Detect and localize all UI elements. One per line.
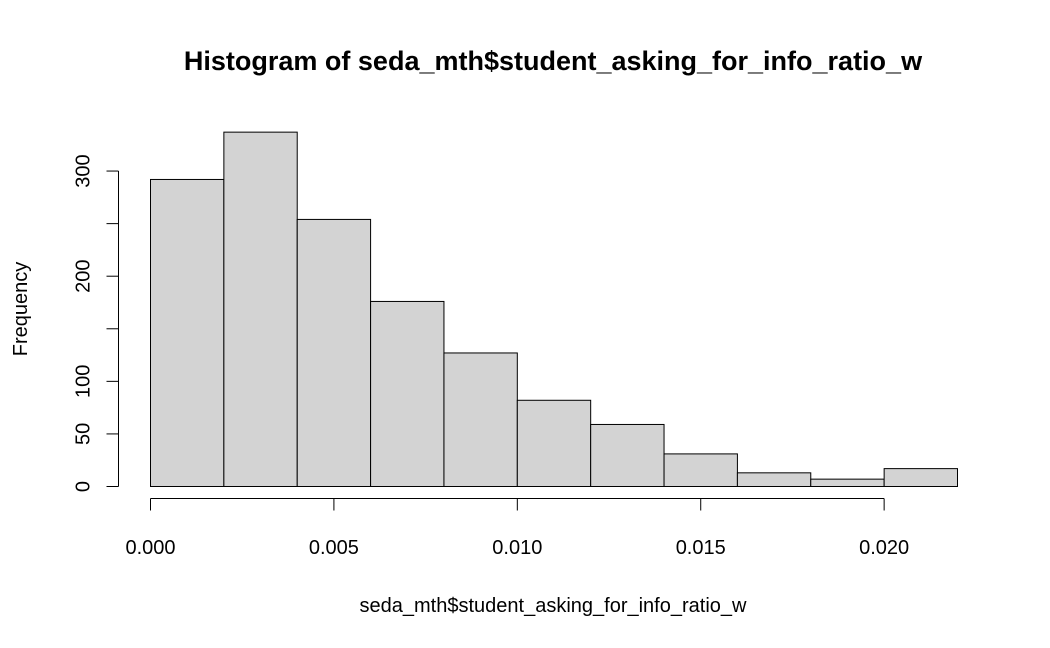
histogram-bar [516, 399, 592, 487]
y-axis: 0 50 100 200 300 [73, 154, 119, 492]
x-axis: 0.000 0.005 0.010 0.015 0.020 [125, 498, 909, 559]
histogram-bar [590, 423, 665, 487]
x-tick-label: 0.005 [309, 537, 359, 559]
histogram-bar [443, 352, 518, 487]
x-tick-label: 0.015 [676, 537, 726, 559]
histogram-bar [883, 468, 959, 487]
histogram-bar [736, 472, 812, 487]
y-tick-label: 100 [73, 365, 95, 398]
histogram-bar [370, 300, 445, 487]
y-tick-label: 300 [73, 154, 95, 187]
bars-group [150, 131, 959, 488]
y-axis-label: Frequency [10, 262, 32, 357]
y-tick-label: 0 [73, 481, 95, 492]
x-axis-label: seda_mth$student_asking_for_info_ratio_w [360, 595, 747, 617]
histogram-bar [150, 178, 225, 488]
x-tick-label: 0.000 [125, 537, 175, 559]
y-tick-label: 50 [73, 423, 95, 445]
y-tick-label: 200 [73, 260, 95, 293]
chart-title: Histogram of seda_mth$student_asking_for… [184, 46, 923, 76]
histogram-bar [296, 218, 372, 487]
x-tick-label: 0.010 [492, 537, 542, 559]
histogram-bar [223, 131, 298, 487]
histogram-bar [810, 478, 885, 488]
x-tick-label: 0.020 [859, 537, 909, 559]
histogram-bar [663, 453, 738, 487]
